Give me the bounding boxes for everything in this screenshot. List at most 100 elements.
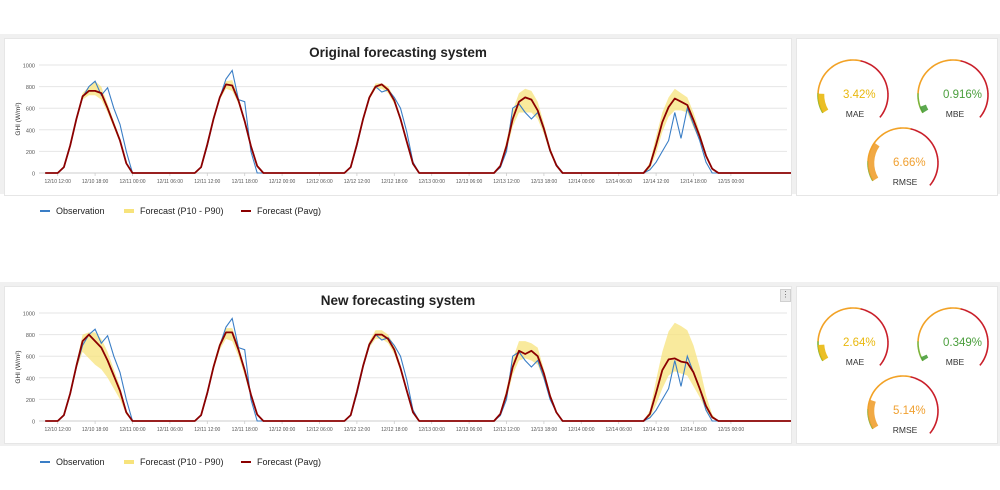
gauge-track-segment [877,70,883,76]
gauge-track-segment [881,131,887,136]
series-line-observation [45,317,791,422]
gauge-dial [867,375,939,434]
gauge-track-segment [877,318,883,324]
legend-label: Forecast (Pavg) [257,206,322,216]
gauge-track-segment [885,377,892,382]
gauge-track-segment [845,307,851,310]
gauge-track-segment [840,307,847,312]
gauge-track-segment [960,308,967,312]
gauge-track-segment [817,82,821,89]
x-tick-label: 12/13 18:00 [531,427,558,433]
gauge-track-segment [885,129,892,134]
gauge-track-segment [827,66,833,72]
gauge-value-mae: 2.64% [843,337,876,349]
gauge-track-segment [873,66,879,72]
y-tick-label: 200 [26,150,35,156]
gauge-track-segment [871,389,876,396]
gauge-rmse [861,119,945,203]
gauge-track-segment [924,69,929,75]
gauge-card-original: 3.42% MAE 0.916% MBE 6.66% RMSE [796,38,998,196]
gauge-track-segment [880,322,885,328]
x-tick-label: 12/11 00:00 [119,179,145,185]
gauge-track-segment [869,311,876,317]
gauge-track-segment [931,63,937,68]
y-tick-label: 800 [26,333,35,339]
gauge-track-segment [819,78,823,84]
gauge-label-mbe: MBE [945,357,965,367]
gauge-track-segment [977,70,983,76]
legend-item-band[interactable]: Forecast (P10 - P90) [124,457,224,467]
x-tick-label: 12/13 00:00 [418,427,445,433]
gauge-track-segment [917,330,921,337]
gauge-label-mae: MAE [845,109,865,119]
gauge-mbe [911,51,995,135]
gauge-track-segment [980,74,985,80]
x-tick-label: 12/14 00:00 [568,427,595,433]
chart-original: 0 200 400 600 800 1000 GHI (W/m²) 12/10 12:00 12… [15,64,791,185]
x-tick-label: 12/12 00:00 [269,179,296,185]
gauge-track-segment [835,309,842,314]
gauge-track-segment [927,386,933,392]
gauge-track-segment [929,428,934,434]
legend-item-pavg[interactable]: Forecast (Pavg) [241,457,321,467]
gauge-value-rmse: 5.14% [893,405,926,417]
x-tick-label: 12/11 00:00 [119,427,145,433]
legend-item-observation[interactable]: Observation [40,457,105,467]
gauge-value-arc [817,93,829,113]
gauge-track-segment [936,156,939,162]
gauge-track-segment [955,307,962,310]
x-tick-label: 12/13 00:00 [418,179,445,185]
gauge-track-segment [817,87,820,94]
x-tick-label: 12/13 18:00 [531,179,558,185]
gauge-track-segment [860,308,867,312]
y-tick-label: 800 [26,85,35,91]
gauge-value-arc [817,344,829,361]
gauge-track-segment [940,59,947,64]
gauge-dial [917,59,989,118]
legend-item-observation[interactable]: Observation [40,206,105,216]
legend-label: Forecast (P10 - P90) [140,457,224,467]
gauge-track-segment [819,326,823,332]
gauge-value-arc [867,142,880,181]
x-tick-label: 12/11 06:00 [157,427,183,433]
gauge-track-segment [917,87,920,94]
gauge-track-segment [910,376,917,380]
y-axis-label: GHI (W/m²) [15,350,22,383]
legend-label: Observation [56,206,105,216]
gauge-track-segment [874,385,879,391]
gauge-track-segment [936,166,939,173]
gauge-track-segment [895,375,901,378]
gauge-track-segment [824,69,829,75]
gauge-track-segment [881,379,887,384]
gauge-track-segment [984,351,988,358]
gauge-track-segment [855,59,862,62]
legend-label: Forecast (P10 - P90) [140,206,224,216]
legend-item-band[interactable]: Forecast (P10 - P90) [124,206,224,216]
gauge-track-segment [927,138,933,144]
y-tick-label: 600 [26,107,35,113]
gauge-track-segment [927,314,933,320]
gauge-track-segment [936,414,939,421]
gauge-track-segment [940,307,947,312]
gauge-track-segment [918,350,922,357]
gauge-track-segment [880,74,885,80]
gauge-track-segment [877,134,883,140]
legend-item-pavg[interactable]: Forecast (Pavg) [241,206,321,216]
gauge-track-segment [865,309,871,314]
gauge-track-segment [929,180,934,186]
gauge-mbe [911,299,995,383]
gauge-track-segment [915,377,921,382]
gauge-track-segment [935,399,939,405]
chart-menu-button[interactable]: ⋮ [780,289,791,302]
gauge-mae [811,299,895,383]
x-tick-label: 12/11 12:00 [194,427,220,433]
gauge-track-segment [973,66,979,72]
gauge-track-segment [973,314,979,320]
chart-card-original: Original forecasting system 0 200 400 600 80… [4,38,792,196]
gauge-track-segment [905,375,912,378]
gauge-card-new: 2.64% MAE 0.349% MBE 5.14% RMSE [796,286,998,444]
chart-card-new: New forecasting system 0 200 400 600 800 1000… [4,286,792,444]
gauge-track-segment [919,326,923,332]
legend-label: Observation [56,457,105,467]
gauge-track-segment [917,346,920,352]
